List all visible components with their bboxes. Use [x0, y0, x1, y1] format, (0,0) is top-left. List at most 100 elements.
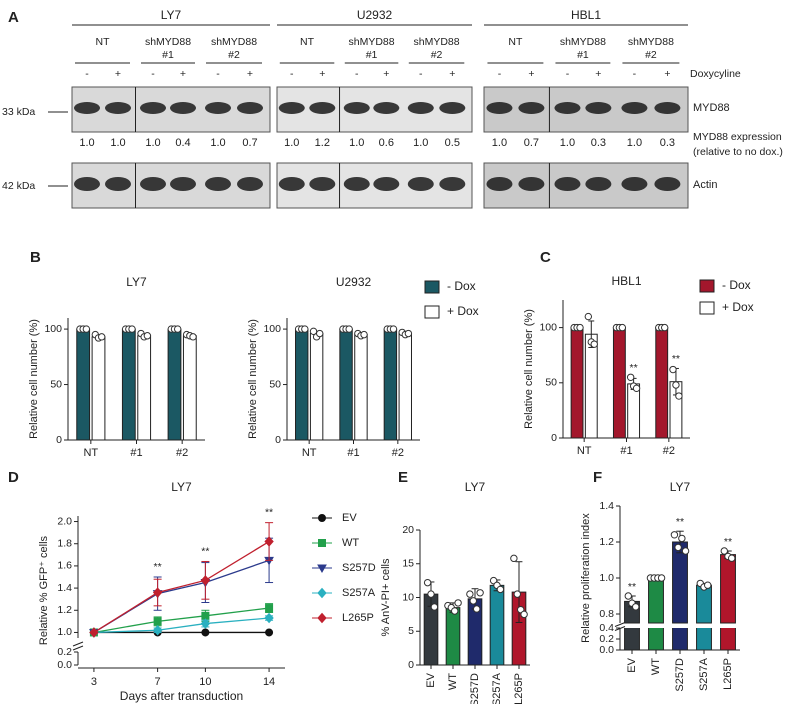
condition-label: NT: [96, 36, 111, 48]
band: [486, 102, 513, 114]
legend-label: S257D: [342, 562, 376, 574]
data-point: [618, 323, 627, 332]
band: [621, 102, 648, 114]
x-tick-label: 7: [155, 676, 161, 688]
condition-label: shMYD88: [348, 36, 394, 48]
y-tick-label: 0: [551, 432, 557, 444]
condition-label: NT: [300, 36, 315, 48]
bar: [339, 328, 353, 441]
dox-sign: +: [664, 68, 670, 80]
data-point: [309, 327, 318, 336]
legend-label: WT: [342, 537, 359, 549]
condition-label: #2: [645, 49, 657, 61]
expression-value: 1.0: [145, 137, 160, 149]
band: [373, 177, 400, 191]
bar: [137, 335, 152, 441]
legend-marker: [317, 612, 327, 624]
legend-label: + Dox: [722, 300, 754, 314]
data-point: [624, 592, 632, 600]
data-point: [632, 603, 640, 611]
significance: **: [724, 536, 732, 548]
legend-marker: [317, 564, 327, 574]
series-line: [93, 559, 270, 634]
y-tick-label: 1.4: [599, 500, 614, 512]
legend-marker: [318, 539, 326, 547]
x-tick-label: 14: [263, 676, 275, 688]
band: [585, 177, 612, 191]
dox-sign: +: [319, 68, 325, 80]
axis-break: [614, 626, 626, 631]
condition-label: shMYD88: [628, 36, 674, 48]
data-point: [674, 543, 682, 552]
x-tick-label: #1: [130, 447, 142, 459]
data-point: [728, 554, 736, 562]
data-point: [681, 547, 690, 555]
y-tick-label: 50: [50, 378, 62, 390]
data-point: [590, 340, 598, 348]
bar: [627, 383, 641, 439]
y-tick-label: 20: [402, 524, 414, 536]
legend-swatch: [424, 305, 440, 319]
point: [153, 617, 162, 626]
blot-label: MYD88: [693, 102, 730, 114]
condition-label: #1: [162, 49, 174, 61]
chart-title: HBL1: [611, 274, 641, 288]
x-tick-label: NT: [577, 445, 592, 457]
point: [264, 536, 274, 547]
data-point: [128, 325, 136, 333]
data-point: [473, 605, 481, 613]
dox-sign: +: [595, 68, 601, 80]
y-tick-label: 0.2: [599, 633, 614, 645]
legend-label: EV: [342, 512, 357, 524]
bar: [121, 328, 136, 441]
band: [554, 102, 581, 114]
y-tick-label: 5: [408, 625, 414, 637]
expression-value: 0.4: [175, 137, 190, 149]
point: [201, 611, 210, 620]
x-axis-label: Days after transduction: [120, 689, 243, 703]
expression-value: 1.0: [413, 137, 428, 149]
band: [170, 102, 196, 114]
significance: **: [672, 353, 680, 365]
panel-label: C: [540, 249, 551, 266]
group-name: HBL1: [571, 8, 601, 22]
dox-label: Doxycyline: [690, 68, 741, 80]
data-point: [660, 323, 669, 332]
data-point: [430, 603, 439, 611]
band: [343, 102, 370, 114]
size-marker: 42 kDa: [2, 180, 35, 192]
axis-break: [614, 622, 626, 627]
axis-break: [72, 641, 84, 647]
bar: [655, 327, 669, 439]
chart-title: LY7: [670, 480, 691, 494]
y-axis-label: Relative cell number (%): [523, 309, 535, 429]
legend-label: - Dox: [447, 279, 476, 293]
expression-value: 1.0: [560, 137, 575, 149]
y-axis-label: Relative % GFP⁺ cells: [38, 535, 50, 645]
expression-value: 1.0: [79, 137, 94, 149]
significance: **: [676, 516, 684, 528]
dox-sign: +: [115, 68, 121, 80]
y-tick-label: 100: [263, 323, 281, 335]
band: [105, 102, 131, 114]
dox-sign: +: [180, 68, 186, 80]
x-tick-label: S257A: [698, 657, 710, 691]
data-point: [657, 574, 666, 582]
y-tick-label: 1.8: [57, 538, 72, 550]
chart-title: LY7: [126, 275, 147, 289]
condition-label: shMYD88: [413, 36, 459, 48]
data-point: [360, 330, 368, 339]
band: [654, 102, 681, 114]
condition-label: shMYD88: [560, 36, 606, 48]
expression-value: 0.3: [660, 137, 675, 149]
bar: [398, 333, 412, 441]
band: [439, 177, 466, 191]
data-point: [520, 610, 528, 619]
y-tick-label: 0: [408, 659, 414, 671]
data-point: [451, 607, 459, 615]
bar: [76, 328, 91, 441]
expression-value: 1.0: [492, 137, 507, 149]
bar: [570, 327, 584, 439]
significance: **: [630, 362, 638, 374]
